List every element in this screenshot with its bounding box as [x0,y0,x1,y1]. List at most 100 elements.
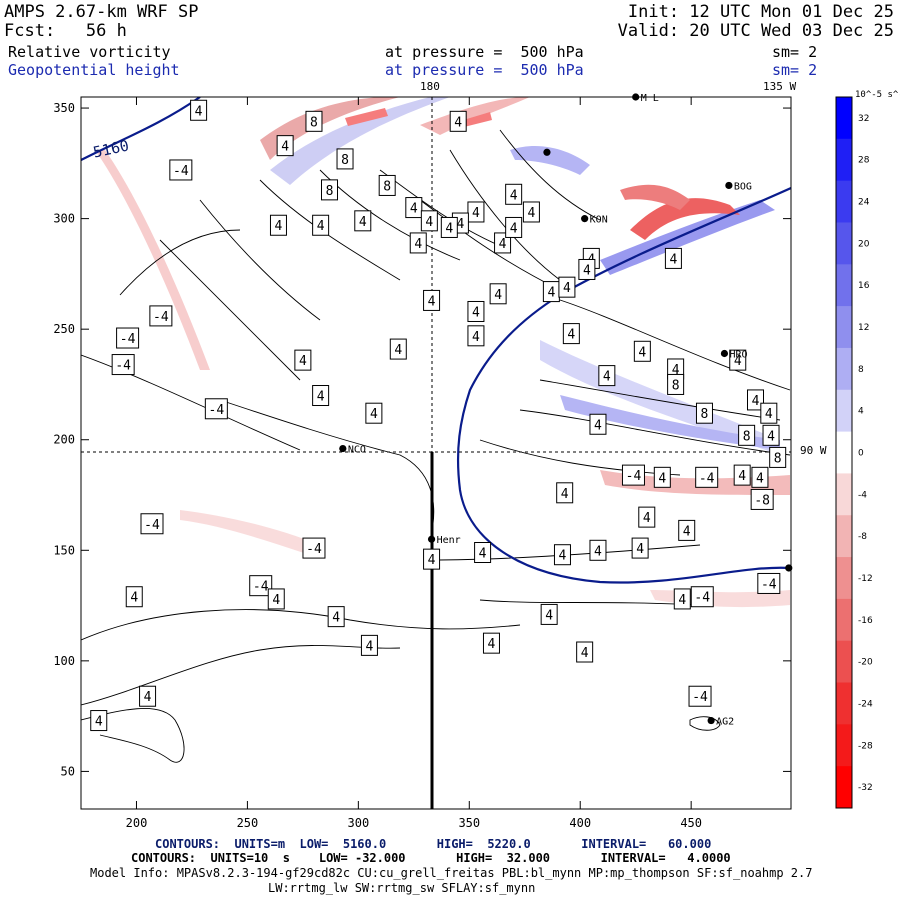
colorbar-label: -16 [858,616,873,626]
contour-label: 4 [729,349,747,371]
contour-label: 4 [389,338,407,360]
colorbar-label: 24 [858,198,870,208]
contour-label: 4 [505,216,523,238]
contour-label: 8 [695,402,713,424]
svg-text:-4: -4 [692,690,708,705]
svg-text:4: 4 [545,608,553,623]
contour-label: 4 [542,281,560,303]
svg-text:-4: -4 [120,332,136,347]
contour-label: 4 [598,365,616,387]
svg-text:4: 4 [643,511,651,526]
x-tick-label: 350 [458,816,480,830]
contour-label: 4 [139,685,157,707]
footer-height-contours: CONTOURS: UNITS=m LOW= 5160.0 HIGH= 5220… [155,837,712,851]
svg-text:-4: -4 [306,542,322,557]
contour-label: 4 [562,323,580,345]
contour-label: -4 [690,586,714,608]
contour-label: -4 [757,572,781,594]
x-tick-label: 250 [237,816,259,830]
svg-text:-4: -4 [626,469,642,484]
svg-text:4: 4 [195,104,203,119]
contour-label: 4 [267,588,285,610]
contour-label: -4 [302,537,326,559]
contour-label: 4 [423,548,441,570]
contour-label: 4 [467,300,485,322]
contour-label: 4 [631,537,649,559]
svg-text:4: 4 [594,418,602,433]
svg-text:8: 8 [743,429,751,444]
svg-text:4: 4 [594,544,602,559]
y-tick-label: 250 [53,322,75,336]
svg-text:4: 4 [563,281,571,296]
contour-label: 4 [633,340,651,362]
colorbar-swatch [836,347,852,391]
svg-text:-4: -4 [115,359,131,374]
footer-model-info: Model Info: MPASv8.2.3-194-gf29cd82c CU:… [90,866,813,880]
contour-label: -4 [621,464,645,486]
contour-label: 4 [638,506,656,528]
svg-text:4: 4 [678,593,686,608]
contour-label: 4 [354,210,372,232]
svg-text:4: 4 [499,237,507,252]
svg-text:4: 4 [738,469,746,484]
station-marker: BOG [725,181,752,192]
svg-text:4: 4 [425,215,433,230]
contour-label: 4 [589,539,607,561]
svg-text:4: 4 [756,471,764,486]
svg-text:-8: -8 [754,493,770,508]
colorbar-swatch [836,431,852,474]
svg-text:4: 4 [272,593,280,608]
svg-text:4: 4 [638,345,646,360]
station-marker [785,564,793,572]
colorbar-label: -4 [858,490,867,500]
contour-label: 4 [423,289,441,311]
svg-text:4: 4 [767,429,775,444]
contour-label: 4 [762,424,780,446]
contour-label: -4 [116,327,140,349]
colorbar-label: 20 [858,239,870,249]
colorbar-label: -28 [858,741,873,751]
contour-label: 4 [505,183,523,205]
svg-text:4: 4 [527,206,535,221]
footer-model-info-2: LW:rrtmg_lw SW:rrtmg_sw SFLAY:sf_mynn [268,881,536,895]
x-tick-label: 450 [680,816,702,830]
colorbar-swatch [836,97,852,140]
contour-label: 4 [522,201,540,223]
colorbar-label: 32 [858,114,869,124]
contour-label: -4 [688,685,712,707]
field1-smoothing: sm= 2 [772,43,818,61]
contour-label: 4 [553,544,571,566]
svg-text:4: 4 [669,252,677,267]
y-tick-label: 300 [53,212,75,226]
contour-label: 4 [556,482,574,504]
svg-text:-4: -4 [761,577,777,592]
contour-label: 4 [467,325,485,347]
colorbar-swatch [836,306,852,349]
svg-text:4: 4 [472,206,480,221]
colorbar-label: -24 [858,699,873,709]
svg-text:4: 4 [366,639,374,654]
contour-label: 4 [576,641,594,663]
field1-name: Relative vorticity [8,43,171,61]
svg-text:4: 4 [317,390,325,405]
contour-label: 4 [269,214,287,236]
top-label-left: 180 [420,80,440,93]
contour-label: 4 [558,276,576,298]
field2-smoothing: sm= 2 [772,61,818,79]
svg-text:8: 8 [383,179,391,194]
svg-text:4: 4 [281,140,289,155]
contour-label: 8 [378,174,396,196]
y-tick-label: 50 [61,764,75,778]
contour-label: 8 [769,446,787,468]
colorbar-label: 28 [858,156,870,166]
colorbar-label: -12 [858,574,873,584]
colorbar-label: 12 [858,323,869,333]
contour-label: 4 [467,201,485,223]
station-label: M L [641,93,659,104]
svg-text:4: 4 [445,221,453,236]
x-tick-label: 200 [126,816,148,830]
svg-text:4: 4 [583,263,591,278]
x-tick-label: 300 [348,816,370,830]
contour-label: 4 [125,586,143,608]
